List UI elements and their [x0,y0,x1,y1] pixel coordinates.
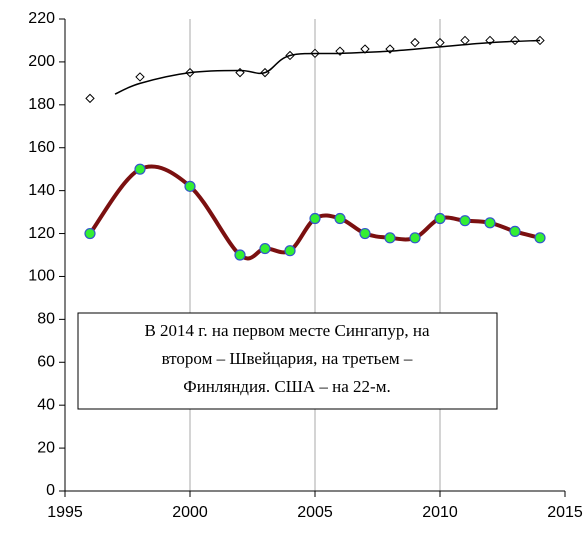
circle-marker [434,212,446,225]
y-tick-label: 220 [28,10,55,27]
series-line [114,39,541,95]
circle-marker [259,242,271,255]
diamond-marker [385,44,395,54]
diamond-marker [535,35,545,46]
annotation-text: Финляндия. США – на 22-м. [183,377,390,396]
y-tick-label: 80 [37,311,55,328]
diamond-marker [435,37,445,48]
y-tick-label: 60 [37,353,55,370]
x-tick-label: 2005 [297,504,333,521]
diamond-marker [85,93,95,104]
series-line [88,164,541,261]
y-tick-label: 20 [37,439,55,456]
y-tick-label: 0 [46,482,55,499]
circle-marker [84,227,96,240]
circle-marker [459,215,471,227]
circle-marker [359,227,371,240]
circle-marker [534,232,546,244]
annotation-text: В 2014 г. на первом месте Сингапур, на [144,321,430,340]
x-tick-label: 2010 [422,504,458,521]
diamond-marker [510,35,520,46]
x-tick-label: 1995 [47,504,83,521]
diamond-marker [410,37,420,48]
y-tick-label: 180 [28,96,55,113]
circle-marker [134,163,146,175]
diamond-marker [135,72,145,82]
circle-marker [484,217,496,229]
circle-marker [284,245,296,257]
y-tick-label: 160 [28,139,55,156]
circle-marker [184,180,196,192]
circle-marker [509,225,521,237]
x-tick-label: 2015 [547,504,583,521]
y-tick-label: 40 [37,396,55,413]
circle-marker [384,232,396,244]
y-tick-label: 200 [28,53,55,70]
x-tick-label: 2000 [172,504,208,521]
y-tick-label: 100 [28,268,55,285]
y-tick-label: 120 [28,225,55,242]
annotation-text: втором – Швейцария, на третьем – [162,349,413,368]
y-tick-label: 140 [28,182,55,199]
circle-marker [409,232,421,244]
diamond-marker [460,35,470,46]
circle-marker [334,212,346,225]
annotation-box [77,312,498,410]
circle-marker [309,212,321,225]
circle-marker [234,249,246,261]
